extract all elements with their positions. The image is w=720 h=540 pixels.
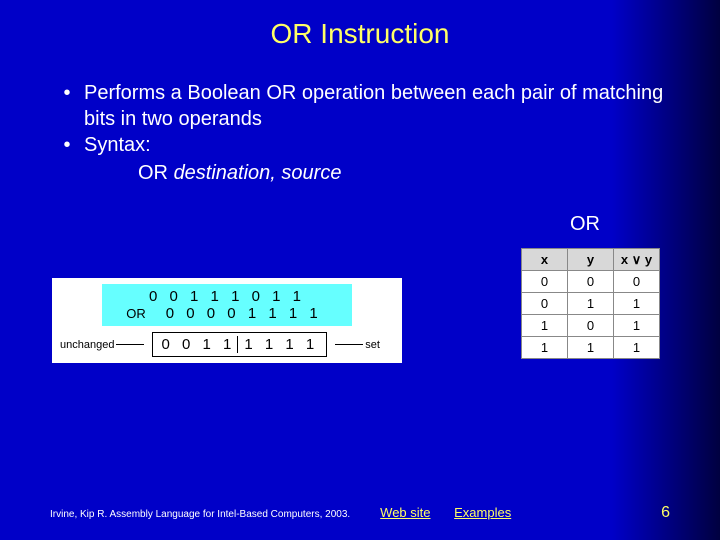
annotation-set: set	[365, 339, 380, 351]
result-row: unchanged 0 0 1 1 1 1 1 1 set	[60, 332, 394, 357]
cell: 0	[568, 271, 614, 293]
cell: 1	[522, 315, 568, 337]
bullet-text: Performs a Boolean OR operation between …	[84, 80, 670, 132]
cell: 0	[522, 293, 568, 315]
or-operator-text: OR	[126, 306, 146, 321]
truth-table: x y x ∨ y 0 0 0 0 1 1 1 0 1 1 1 1	[521, 248, 660, 359]
bullet-marker: •	[50, 132, 84, 158]
table-row: 0 1 1	[522, 293, 660, 315]
operand-1: 0 0 1 1 1 0 1 1	[102, 288, 352, 305]
bullet-list: • Performs a Boolean OR operation betwee…	[50, 80, 670, 158]
slide-title: OR Instruction	[0, 0, 720, 50]
syntax-op: OR	[138, 162, 174, 184]
bullet-item: • Syntax:	[50, 132, 670, 158]
or-diagram: 0 0 1 1 1 0 1 1 OR 0 0 0 0 1 1 1 1 uncha…	[52, 278, 402, 363]
examples-link[interactable]: Examples	[454, 505, 511, 520]
cell: 0	[614, 271, 660, 293]
table-row: 1 0 1	[522, 315, 660, 337]
or-label: OR	[570, 213, 600, 236]
cell: 1	[568, 337, 614, 359]
th-y: y	[568, 249, 614, 271]
footer: Irvine, Kip R. Assembly Language for Int…	[50, 504, 670, 522]
bullet-text: Syntax:	[84, 132, 670, 158]
footer-links: Web site Examples	[380, 505, 531, 520]
syntax-line: OR destination, source	[50, 162, 670, 185]
bullet-item: • Performs a Boolean OR operation betwee…	[50, 80, 670, 132]
table-row: 0 0 0	[522, 271, 660, 293]
annotation-unchanged: unchanged	[60, 339, 114, 351]
result-right-bits: 1 1 1 1	[244, 336, 318, 353]
result-bits: 0 0 1 1 1 1 1 1	[152, 332, 327, 357]
website-link[interactable]: Web site	[380, 505, 430, 520]
th-xory: x ∨ y	[614, 249, 660, 271]
diagram-bits-block: 0 0 1 1 1 0 1 1 OR 0 0 0 0 1 1 1 1	[102, 284, 352, 326]
cell: 1	[614, 315, 660, 337]
cell: 1	[522, 337, 568, 359]
page-number: 6	[661, 504, 670, 522]
annotation-line-icon	[335, 344, 363, 345]
content-area: • Performs a Boolean OR operation betwee…	[0, 50, 720, 185]
cell: 1	[614, 293, 660, 315]
cell: 0	[568, 315, 614, 337]
bullet-marker: •	[50, 80, 84, 132]
th-x: x	[522, 249, 568, 271]
table-row: 1 1 1	[522, 337, 660, 359]
cell: 1	[568, 293, 614, 315]
annotation-line-icon	[116, 344, 144, 345]
operand-2-row: OR 0 0 0 0 1 1 1 1	[102, 305, 352, 322]
cell: 0	[522, 271, 568, 293]
operand-2: 0 0 0 0 1 1 1 1	[166, 305, 322, 322]
syntax-args: destination, source	[174, 162, 342, 184]
table-row: x y x ∨ y	[522, 249, 660, 271]
cell: 1	[614, 337, 660, 359]
result-left-bits: 0 0 1 1	[161, 336, 238, 353]
citation: Irvine, Kip R. Assembly Language for Int…	[50, 509, 350, 520]
